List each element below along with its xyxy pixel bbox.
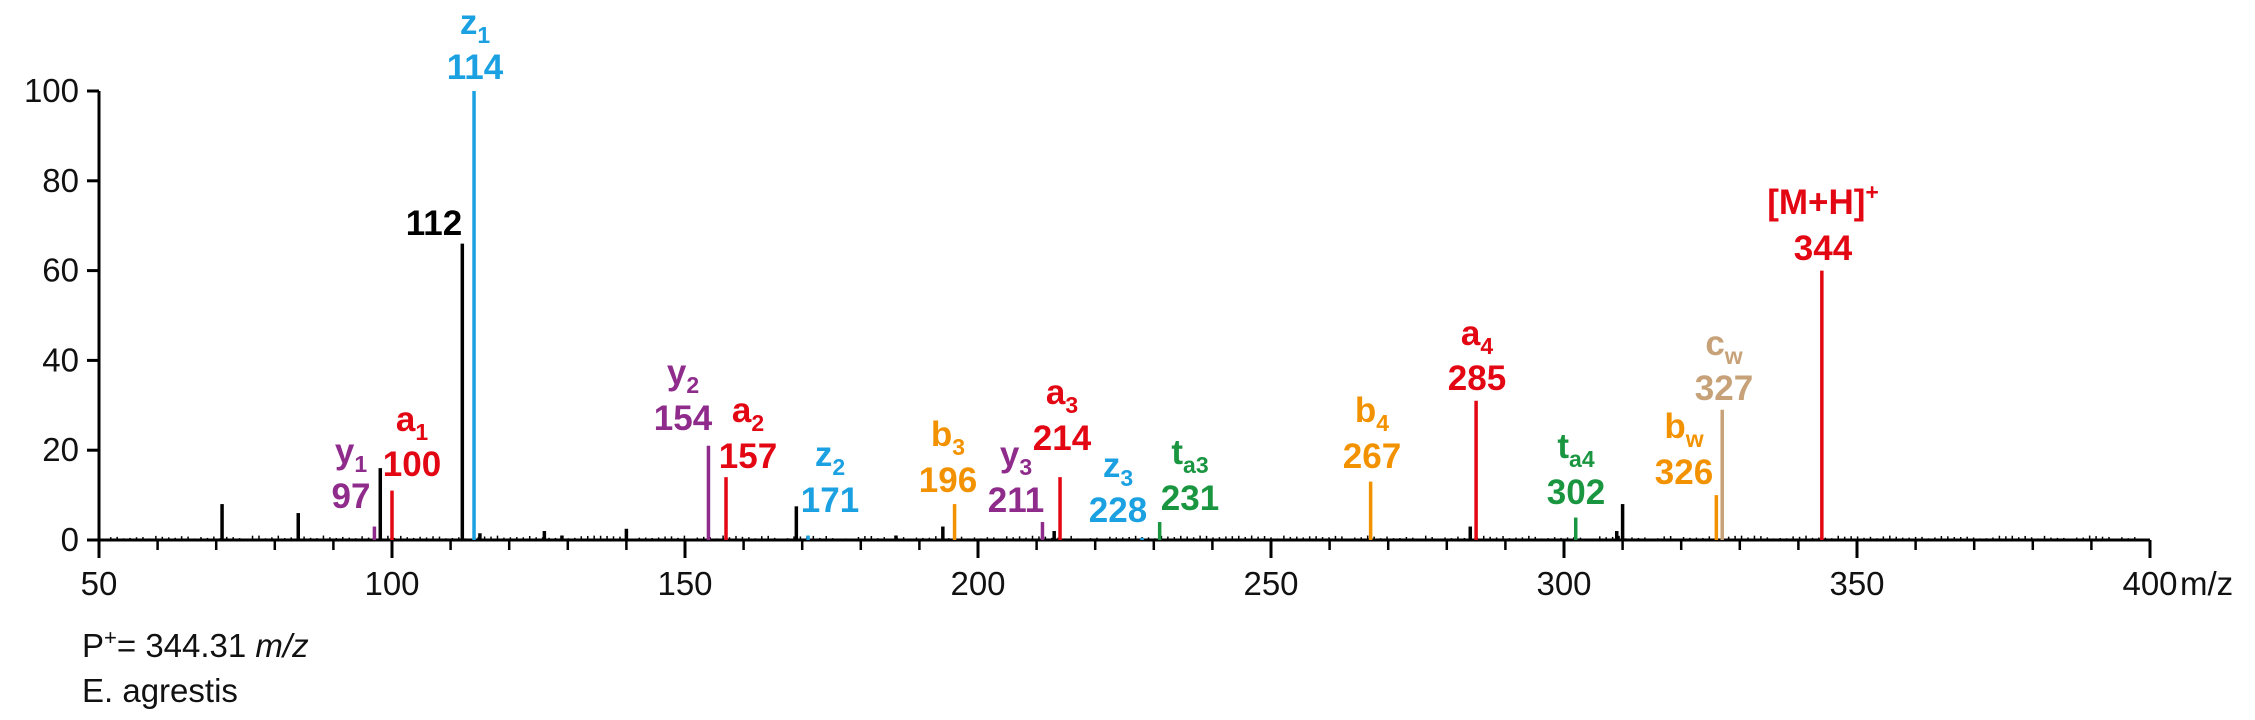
ion-letter: b <box>1355 391 1376 430</box>
y-tick-label: 20 <box>42 431 79 468</box>
ion-label-100: a1 <box>396 400 428 445</box>
y-tick-label: 80 <box>42 162 79 199</box>
precursor-prefix: P <box>82 627 105 664</box>
x-tick-label: 350 <box>1829 565 1884 602</box>
ion-subscript: 2 <box>832 454 845 480</box>
x-tick-label: 50 <box>81 565 118 602</box>
peak-value-label-267: 267 <box>1343 437 1401 476</box>
peak-value-label-157: 157 <box>719 437 777 476</box>
peak-value-label-344: 344 <box>1794 229 1853 268</box>
ion-label-302: ta4 <box>1557 427 1594 472</box>
peak-value-label-285: 285 <box>1448 359 1506 398</box>
y-tick-label: 60 <box>42 252 79 289</box>
ion-label-228: z3 <box>1103 446 1133 491</box>
ion-letter: b <box>931 415 952 454</box>
ion-superscript: + <box>1865 179 1878 205</box>
ion-letter: t <box>1171 433 1183 472</box>
precursor-charge: + <box>104 625 117 650</box>
ion-letter: c <box>1705 324 1724 363</box>
ion-letter: z <box>460 3 478 42</box>
ion-letter: b <box>1664 407 1685 446</box>
ion-letter: a <box>1461 314 1481 353</box>
x-tick-label: 200 <box>950 565 1005 602</box>
y-tick-label: 100 <box>24 72 79 109</box>
ion-subscript: 2 <box>751 410 764 436</box>
ion-label-97: y1 <box>335 432 367 477</box>
ion-label-211: y3 <box>1000 435 1032 480</box>
y-tick-label: 0 <box>61 521 79 558</box>
ion-letter: y <box>1000 435 1020 474</box>
ion-label-154: y2 <box>667 353 699 398</box>
peaks <box>220 91 1824 540</box>
ion-label-231: ta3 <box>1171 433 1208 478</box>
y-tick-label: 40 <box>42 341 79 378</box>
ion-subscript: 3 <box>1019 454 1032 480</box>
ion-subscript: 3 <box>952 434 965 460</box>
x-tick-label: 150 <box>657 565 712 602</box>
peak-value-label-214: 214 <box>1033 419 1092 458</box>
ion-subscript: 3 <box>1120 465 1133 491</box>
ion-subscript: 1 <box>415 419 428 445</box>
ion-label-157: a2 <box>732 391 764 436</box>
ion-label-196: b3 <box>931 415 965 460</box>
ion-subscript: a4 <box>1569 446 1595 472</box>
x-axis-label: m/z <box>2180 565 2233 602</box>
x-tick-label: 250 <box>1243 565 1298 602</box>
peak-value-label-211: 211 <box>988 481 1044 520</box>
ion-subscript: 4 <box>1480 333 1493 359</box>
baseline-noise <box>109 535 2136 540</box>
peak-value-label-171: 171 <box>801 481 859 520</box>
ion-subscript: w <box>1724 343 1743 369</box>
precursor-value: = 344.31 <box>116 627 256 664</box>
peak-value-label-97: 97 <box>332 477 371 516</box>
ion-letter: y <box>335 432 355 471</box>
ion-subscript: 1 <box>477 22 490 48</box>
peak-value-label-302: 302 <box>1547 473 1605 512</box>
ion-label-267: b4 <box>1355 391 1389 436</box>
peak-value-label-196: 196 <box>919 461 977 500</box>
peak-value-label-228: 228 <box>1089 491 1147 530</box>
peak-value-label-231: 231 <box>1161 479 1219 518</box>
peak-value-label-327: 327 <box>1695 369 1753 408</box>
ion-subscript: a3 <box>1183 452 1209 478</box>
ion-letter: y <box>667 353 687 392</box>
ion-subscript: 2 <box>686 372 699 398</box>
ion-label-214: a3 <box>1046 373 1078 418</box>
ion-subscript: 3 <box>1065 392 1078 418</box>
ion-subscript: 1 <box>354 451 367 477</box>
axes: 0 20 40 60 80 100 50 100 150 200 250 300 350 400 m/z <box>24 72 2233 602</box>
precursor-mass-note: P+= 344.31 m/z <box>82 625 309 665</box>
peak-value-label-114: 114 <box>447 48 504 87</box>
ion-letter: z <box>815 435 833 474</box>
precursor-unit: m/z <box>255 627 309 664</box>
peak-value-label-112: 112 <box>406 204 462 243</box>
ion-letter: a <box>396 400 416 439</box>
ion-letter: a <box>1046 373 1066 412</box>
ion-label-285: a4 <box>1461 314 1493 359</box>
ion-subscript: w <box>1685 426 1704 452</box>
ion-label-344: [M+H]+ <box>1767 179 1879 222</box>
ion-label-326: bw <box>1664 407 1703 452</box>
ion-label-171: z2 <box>815 435 845 480</box>
x-tick-label: 400 <box>2122 565 2177 602</box>
ion-letter: z <box>1103 446 1121 485</box>
ion-subscript: 4 <box>1376 410 1389 436</box>
ion-letter: t <box>1557 427 1569 466</box>
ion-letter: a <box>732 391 752 430</box>
peak-value-label-100: 100 <box>383 445 441 484</box>
species-name: E. agrestis <box>82 672 238 709</box>
ion-label-114: z1 <box>460 3 491 48</box>
peak-value-label-326: 326 <box>1655 453 1713 492</box>
x-tick-label: 100 <box>364 565 419 602</box>
peak-value-label-154: 154 <box>654 399 713 438</box>
ion-letter: [M+H] <box>1767 183 1865 222</box>
x-tick-label: 300 <box>1536 565 1591 602</box>
ion-label-327: cw <box>1705 324 1742 369</box>
